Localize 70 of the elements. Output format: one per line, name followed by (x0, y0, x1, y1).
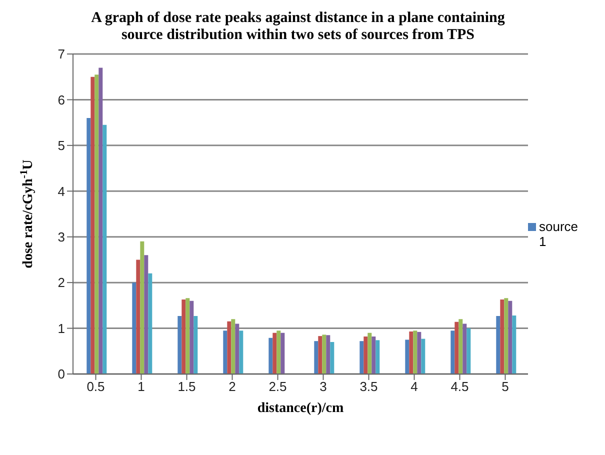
y-tick-label: 0 (58, 366, 65, 382)
x-tick-label: 1.5 (178, 379, 196, 394)
bar (235, 324, 240, 374)
bar (496, 316, 500, 374)
bar (405, 340, 410, 374)
x-tick-label: 2 (228, 379, 236, 394)
bar (508, 300, 512, 374)
bar (140, 241, 144, 374)
x-tick-label: 5 (502, 379, 509, 394)
bar (504, 298, 508, 374)
bar (421, 338, 426, 374)
bar (94, 74, 99, 374)
bar (144, 255, 148, 374)
bar (314, 341, 318, 374)
legend-label: source 1 (539, 219, 580, 249)
bar (409, 331, 414, 374)
bar (512, 315, 516, 374)
y-tick-label: 6 (58, 92, 65, 108)
bar (223, 330, 228, 374)
bar (330, 342, 334, 374)
bar (90, 76, 95, 374)
bar (227, 321, 232, 374)
y-tick-label: 2 (58, 275, 65, 290)
bar (272, 332, 277, 374)
y-tick-label: 7 (58, 46, 65, 62)
x-tick-label: 3 (320, 379, 327, 394)
bar (190, 300, 194, 374)
bar (148, 273, 152, 374)
x-tick-label: 4 (410, 379, 418, 394)
bar (268, 338, 273, 374)
y-tick-label: 4 (58, 184, 65, 199)
bar (186, 298, 190, 374)
bar (417, 332, 422, 374)
bar (376, 340, 380, 374)
x-axis-title: distance(r)/cm (257, 401, 344, 416)
y-tick-label: 3 (58, 229, 65, 244)
bar (194, 316, 198, 374)
bar (368, 332, 372, 374)
x-tick-label: 2.5 (268, 379, 287, 394)
bar (182, 299, 186, 374)
bar (98, 68, 103, 374)
bar (178, 316, 182, 374)
bar (239, 330, 244, 374)
bar (136, 260, 140, 374)
bar (86, 118, 91, 374)
bar (466, 328, 471, 374)
bar (326, 335, 330, 374)
bar (372, 336, 376, 374)
bar (360, 341, 364, 374)
x-tick-label: 1 (138, 379, 145, 394)
bar (413, 330, 418, 374)
bar (458, 319, 463, 374)
x-tick-label: 0.5 (86, 379, 105, 394)
x-tick-label: 4.5 (450, 379, 469, 394)
bar (276, 330, 281, 374)
bar (132, 282, 136, 374)
chart-title: A graph of dose rate peaks against distance in a plane containing source distribution within two sets of sources from TPS (90, 9, 506, 44)
y-tick-label: 1 (58, 320, 65, 336)
bar (454, 322, 459, 374)
bar (450, 330, 455, 374)
bar (231, 319, 236, 374)
bar (322, 334, 326, 374)
bar (500, 299, 504, 374)
bar (364, 336, 368, 374)
bar (102, 124, 107, 374)
bar (462, 324, 467, 374)
x-tick-label: 3.5 (360, 379, 378, 394)
bar (280, 332, 285, 374)
y-tick-label: 5 (58, 138, 65, 154)
bar (318, 336, 322, 374)
